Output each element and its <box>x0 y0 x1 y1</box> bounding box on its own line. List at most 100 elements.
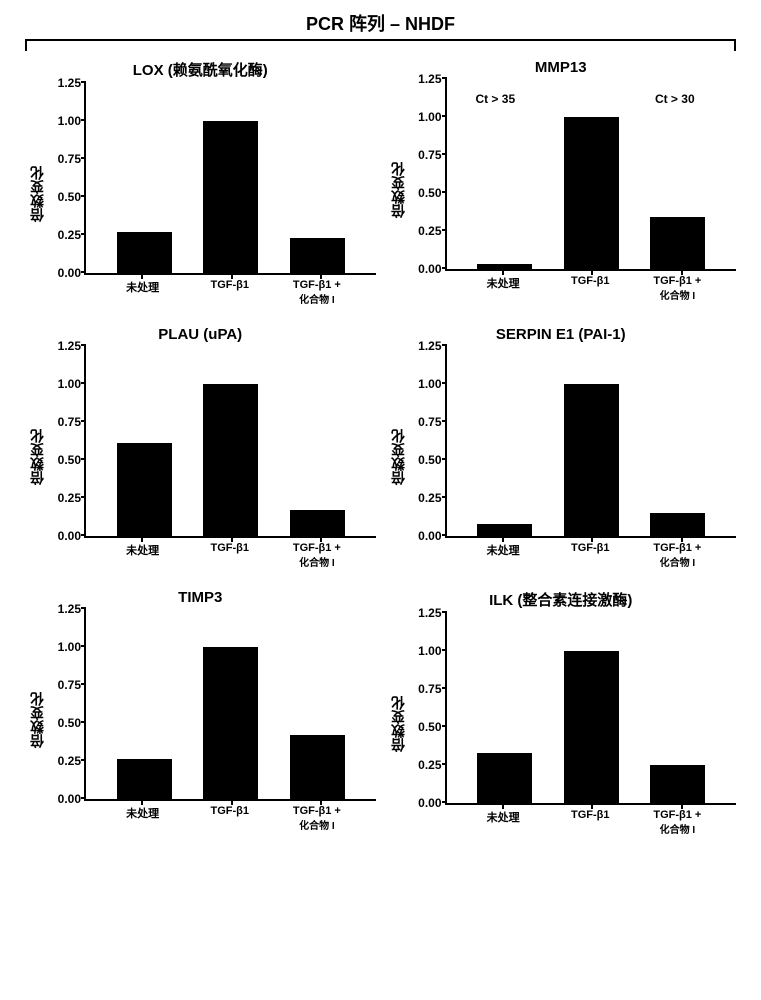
y-axis-label: 倍数变化 <box>25 83 49 306</box>
bar <box>203 384 258 536</box>
y-tick-label: 0.75 <box>51 678 81 692</box>
y-tick-label: 0.50 <box>412 453 442 467</box>
bar <box>650 217 705 269</box>
y-tick-label: 0.25 <box>51 228 81 242</box>
y-tick-label: 0.50 <box>51 716 81 730</box>
x-tick-mark <box>681 536 683 542</box>
axes: 0.000.250.500.751.001.25 <box>84 83 376 275</box>
bar <box>564 651 619 803</box>
x-tick-mark <box>141 536 143 542</box>
y-axis-label: 倍数变化 <box>25 346 49 569</box>
y-tick-label: 0.25 <box>51 491 81 505</box>
x-axis-label: TGF-β1 <box>563 538 618 569</box>
x-axis-label: 未处理 <box>115 275 170 306</box>
axes: 0.000.250.500.751.001.25 <box>445 613 737 805</box>
bar <box>650 765 705 803</box>
x-tick-mark <box>681 269 683 275</box>
axes: 0.000.250.500.751.001.25 <box>84 346 376 538</box>
x-axis-label: TGF-β1 <box>202 538 257 569</box>
y-tick-label: 1.00 <box>51 377 81 391</box>
bar <box>477 524 532 536</box>
y-tick-label: 0.00 <box>51 266 81 280</box>
y-tick-label: 1.25 <box>51 339 81 353</box>
bar <box>290 510 345 536</box>
x-axis-label: TGF-β1 +化合物 I <box>650 271 705 302</box>
x-axis-label: TGF-β1 +化合物 I <box>650 538 705 569</box>
x-axis-label: 未处理 <box>476 538 531 569</box>
x-axis-sublabel: 化合物 I <box>289 817 344 832</box>
chart-grid: LOX (赖氨酰氧化酶)倍数变化0.000.250.500.751.001.25… <box>25 59 736 836</box>
x-axis-sublabel: 化合物 I <box>289 291 344 306</box>
y-tick-label: 0.75 <box>412 148 442 162</box>
y-tick-label: 0.00 <box>412 529 442 543</box>
y-tick-label: 1.25 <box>412 606 442 620</box>
y-tick-label: 0.25 <box>412 491 442 505</box>
y-tick-label: 0.25 <box>412 224 442 238</box>
x-axis-label: 未处理 <box>476 805 531 836</box>
bar <box>290 238 345 273</box>
bar <box>290 735 345 799</box>
y-tick-label: 1.00 <box>51 114 81 128</box>
axes: 0.000.250.500.751.001.25Ct > 35Ct > 30 <box>445 79 737 271</box>
x-axis-label: TGF-β1 +化合物 I <box>289 538 344 569</box>
x-tick-mark <box>320 799 322 805</box>
bar <box>117 759 172 799</box>
x-axis-label: TGF-β1 <box>202 801 257 832</box>
x-axis-sublabel: 化合物 I <box>650 554 705 569</box>
bar <box>650 513 705 536</box>
chart-panel: MMP13倍数变化0.000.250.500.751.001.25Ct > 35… <box>386 59 737 306</box>
y-tick-label: 1.00 <box>412 644 442 658</box>
y-tick-label: 1.25 <box>51 602 81 616</box>
x-axis-label: TGF-β1 +化合物 I <box>650 805 705 836</box>
bar <box>477 264 532 269</box>
chart-panel: LOX (赖氨酰氧化酶)倍数变化0.000.250.500.751.001.25… <box>25 59 376 306</box>
y-tick-label: 0.50 <box>412 720 442 734</box>
axes: 0.000.250.500.751.001.25 <box>445 346 737 538</box>
x-tick-mark <box>502 803 504 809</box>
x-tick-mark <box>320 536 322 542</box>
y-tick-label: 1.00 <box>412 110 442 124</box>
y-tick-label: 0.00 <box>51 792 81 806</box>
bar <box>117 232 172 273</box>
main-title: PCR 阵列 – NHDF <box>10 10 751 36</box>
y-tick-label: 0.75 <box>412 682 442 696</box>
x-tick-mark <box>591 803 593 809</box>
y-tick-label: 0.75 <box>51 415 81 429</box>
y-tick-label: 0.25 <box>412 758 442 772</box>
x-axis-sublabel: 化合物 I <box>289 554 344 569</box>
y-tick-label: 0.75 <box>51 152 81 166</box>
y-tick-label: 1.25 <box>51 76 81 90</box>
y-tick-label: 1.25 <box>412 339 442 353</box>
y-tick-label: 0.00 <box>412 796 442 810</box>
y-tick-label: 1.00 <box>412 377 442 391</box>
x-tick-mark <box>231 273 233 279</box>
y-axis-label: 倍数变化 <box>25 609 49 832</box>
x-tick-mark <box>591 269 593 275</box>
title-bracket <box>25 39 736 51</box>
annotation: Ct > 30 <box>655 92 695 106</box>
bar <box>564 117 619 269</box>
y-tick-label: 1.00 <box>51 640 81 654</box>
x-axis-label: TGF-β1 <box>563 271 618 302</box>
bar <box>564 384 619 536</box>
x-tick-mark <box>320 273 322 279</box>
x-axis-label: TGF-β1 +化合物 I <box>289 275 344 306</box>
y-axis-label: 倍数变化 <box>386 346 410 569</box>
x-tick-mark <box>141 273 143 279</box>
bar <box>117 443 172 536</box>
x-tick-mark <box>591 536 593 542</box>
annotation: Ct > 35 <box>475 92 515 106</box>
x-tick-mark <box>681 803 683 809</box>
y-tick-label: 0.00 <box>412 262 442 276</box>
y-tick-label: 0.50 <box>51 190 81 204</box>
x-tick-mark <box>231 536 233 542</box>
chart-panel: ILK (整合素连接激酶)倍数变化0.000.250.500.751.001.2… <box>386 589 737 836</box>
y-axis-label: 倍数变化 <box>386 613 410 836</box>
x-tick-mark <box>502 536 504 542</box>
x-axis-label: 未处理 <box>115 801 170 832</box>
y-tick-label: 0.50 <box>412 186 442 200</box>
bar <box>203 121 258 273</box>
x-axis-label: TGF-β1 +化合物 I <box>289 801 344 832</box>
y-tick-label: 0.75 <box>412 415 442 429</box>
y-tick-label: 0.50 <box>51 453 81 467</box>
